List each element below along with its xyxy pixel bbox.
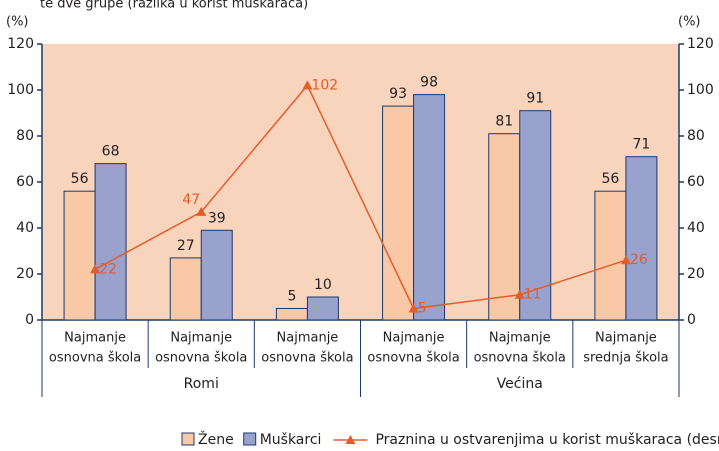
- y2-tick-label: 80: [687, 128, 705, 144]
- bar-value-label: 56: [602, 171, 620, 187]
- line-value-label: 5: [418, 301, 427, 317]
- x-tick-label: osnovna škola: [155, 351, 247, 366]
- bar-value-label: 27: [177, 238, 195, 254]
- bar-value-label: 91: [526, 91, 544, 107]
- y-tick-label: 60: [16, 174, 34, 190]
- legend-label: Žene: [198, 430, 234, 448]
- legend-swatch: [243, 432, 257, 446]
- bar: [625, 156, 658, 321]
- bar-value-label: 56: [71, 171, 89, 187]
- legend-label: Praznina u ostvarenjima u korist muškara…: [375, 432, 719, 448]
- bar-value-label: 81: [495, 114, 513, 130]
- bar-value-label: 93: [389, 86, 407, 102]
- group-label: Romi: [184, 376, 219, 392]
- bar-value-label: 68: [102, 144, 120, 160]
- line-marker: [196, 206, 207, 216]
- y-tick-label: 80: [16, 128, 34, 144]
- bar: [200, 229, 233, 321]
- x-tick-label: Najmanje: [489, 331, 551, 346]
- line-value-label: 22: [99, 261, 117, 277]
- line-value-label: 47: [182, 192, 200, 208]
- y-axis-label: (%): [6, 15, 29, 30]
- bar: [413, 94, 446, 321]
- group-label: Većina: [497, 376, 543, 392]
- y-tick-label: 0: [25, 312, 34, 328]
- y-tick-label: 20: [16, 266, 34, 282]
- line-value-label: 26: [630, 252, 648, 268]
- bar: [94, 163, 127, 321]
- bar-value-label: 98: [420, 75, 438, 91]
- legend-swatch: [181, 432, 195, 446]
- bar-value-label: 10: [314, 277, 332, 293]
- y2-tick-label: 120: [687, 36, 714, 52]
- x-tick-label: Najmanje: [170, 331, 232, 346]
- line-marker: [514, 289, 525, 299]
- bar-value-label: 5: [287, 289, 296, 305]
- bar: [169, 257, 202, 321]
- x-tick-label: Najmanje: [64, 331, 126, 346]
- bar: [519, 110, 552, 321]
- bar: [382, 105, 415, 321]
- bar: [306, 296, 339, 321]
- legend-label: Muškarci: [260, 432, 322, 448]
- x-tick-label: osnovna škola: [49, 351, 141, 366]
- line-marker: [620, 255, 631, 265]
- y2-tick-label: 100: [687, 82, 714, 98]
- y-tick-label: 40: [16, 220, 34, 236]
- line-marker: [302, 80, 313, 90]
- line-value-label: 11: [524, 287, 542, 303]
- chart-subtitle: te dve grupe (razlika u korist muškaraca…: [40, 0, 308, 12]
- line-marker: [90, 264, 101, 274]
- y2-tick-label: 60: [687, 174, 705, 190]
- x-tick-label: osnovna škola: [474, 351, 566, 366]
- x-tick-label: Najmanje: [595, 331, 657, 346]
- line-marker: [408, 303, 419, 313]
- bar: [594, 190, 627, 321]
- y2-axis-label: (%): [678, 15, 701, 30]
- y-tick-label: 120: [7, 36, 34, 52]
- bar: [275, 308, 308, 321]
- y2-tick-label: 20: [687, 266, 705, 282]
- x-tick-label: osnovna škola: [367, 351, 459, 366]
- x-tick-label: Najmanje: [277, 331, 339, 346]
- bar-value-label: 71: [633, 137, 651, 153]
- legend-marker: [345, 435, 356, 444]
- y2-tick-label: 40: [687, 220, 705, 236]
- y-tick-label: 100: [7, 82, 34, 98]
- bar-value-label: 39: [208, 210, 226, 226]
- plot-background: [42, 44, 679, 320]
- bar: [488, 133, 521, 321]
- x-tick-label: osnovna škola: [261, 351, 353, 366]
- line-value-label: 102: [311, 77, 338, 93]
- y2-tick-label: 0: [687, 312, 696, 328]
- bar: [63, 190, 96, 321]
- x-tick-label: Najmanje: [383, 331, 445, 346]
- x-tick-label: srednja škola: [583, 351, 668, 366]
- line: [94, 84, 627, 310]
